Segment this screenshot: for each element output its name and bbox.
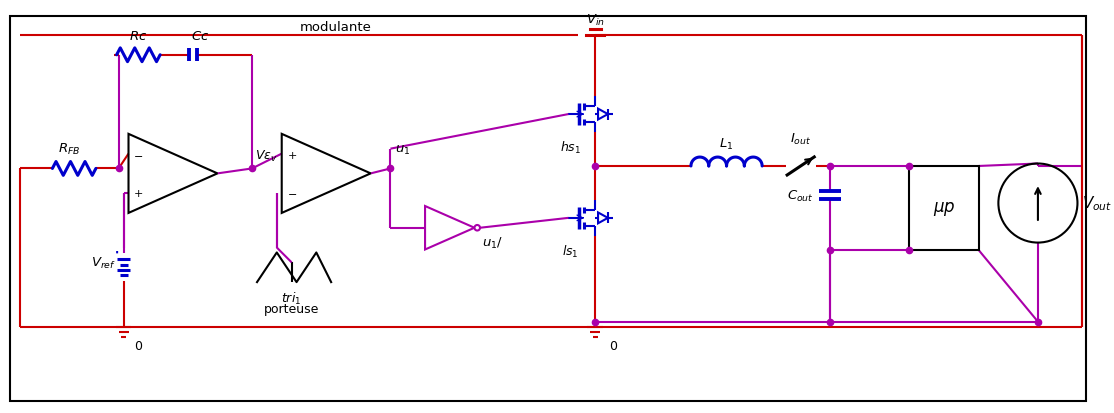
Text: $+$: $+$ — [286, 150, 296, 161]
Text: $\cdot$: $\cdot$ — [113, 242, 119, 261]
Text: $L_1$: $L_1$ — [720, 137, 734, 152]
Text: 0: 0 — [135, 339, 143, 353]
Text: $tri_1$: $tri_1$ — [282, 290, 302, 306]
Text: $V_{ref}$: $V_{ref}$ — [91, 255, 116, 270]
Text: $ls_1$: $ls_1$ — [561, 243, 578, 259]
Text: $V\varepsilon_v$: $V\varepsilon_v$ — [255, 149, 277, 164]
Text: $R_{FB}$: $R_{FB}$ — [58, 141, 80, 156]
Text: $-$: $-$ — [134, 150, 144, 160]
Text: modulante: modulante — [300, 21, 372, 34]
Text: $-$: $-$ — [286, 188, 296, 198]
Text: $I_{out}$: $I_{out}$ — [790, 132, 811, 147]
Text: $+$: $+$ — [134, 188, 144, 198]
Text: $u_1$: $u_1$ — [395, 143, 411, 156]
Text: $C_{out}$: $C_{out}$ — [788, 189, 814, 204]
Text: 0: 0 — [609, 339, 617, 353]
Text: $Rc$: $Rc$ — [129, 30, 147, 43]
Text: $\mu p$: $\mu p$ — [932, 199, 956, 218]
Text: $V_{in}$: $V_{in}$ — [586, 13, 605, 28]
Text: porteuse: porteuse — [264, 302, 320, 315]
Text: $hs_1$: $hs_1$ — [559, 140, 580, 156]
FancyBboxPatch shape — [909, 166, 978, 250]
FancyBboxPatch shape — [10, 17, 1086, 401]
Text: $Cc$: $Cc$ — [192, 30, 209, 43]
Text: $V_{out}$: $V_{out}$ — [1083, 194, 1113, 213]
Text: $u_1/$: $u_1/$ — [482, 235, 504, 251]
